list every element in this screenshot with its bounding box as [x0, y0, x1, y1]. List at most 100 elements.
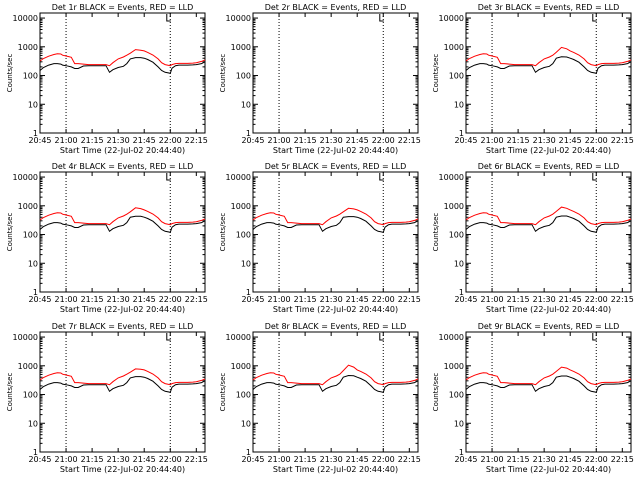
x-tick-label: 22:00 — [372, 295, 395, 304]
x-tick-label: 22:15 — [611, 295, 634, 304]
plot-frame — [465, 171, 632, 293]
y-tick-label: 10 — [241, 100, 251, 109]
plot-frame — [252, 331, 419, 453]
series-lld-line — [252, 207, 419, 226]
x-tick-label: 22:00 — [372, 136, 395, 145]
y-tick-label: 1 — [246, 288, 251, 297]
y-tick-label: 10 — [241, 259, 251, 268]
y-tick-label: 1000 — [18, 202, 38, 211]
x-tick-label: 21:00 — [481, 295, 504, 304]
panel-title: Det 4r BLACK = Events, RED = LLD — [52, 162, 194, 171]
x-tick-label: 20:45 — [28, 136, 51, 145]
y-tick-label: 100 — [23, 391, 38, 400]
y-tick-label: 1000 — [231, 202, 251, 211]
series-events-line — [252, 374, 419, 393]
detector-panel-7: Det 7r BLACK = Events, RED = LLD 20:45 21:… — [6, 322, 208, 474]
x-tick-label: 21:30 — [320, 136, 343, 145]
x-tick-label: 22:00 — [585, 136, 608, 145]
series-events-line — [465, 56, 632, 74]
y-tick-label: 1 — [33, 448, 38, 457]
y-tick-label: 1000 — [444, 202, 464, 211]
x-axis-label: Start Time (22-Jul-02 20:44:40) — [60, 146, 185, 155]
panel-title: Det 8r BLACK = Events, RED = LLD — [265, 322, 407, 331]
panel-title: Det 2r BLACK = Events, RED = LLD — [265, 3, 407, 12]
y-tick-label: 10000 — [13, 333, 38, 342]
x-axis-label: Start Time (22-Jul-02 20:44:40) — [486, 305, 611, 314]
panel-title: Det 9r BLACK = Events, RED = LLD — [478, 322, 620, 331]
y-tick-label: 1 — [246, 448, 251, 457]
y-tick-label: 100 — [236, 391, 251, 400]
y-tick-label: 10000 — [226, 173, 251, 182]
y-tick-label: 10000 — [439, 333, 464, 342]
top-marker — [592, 333, 597, 341]
x-tick-label: 21:15 — [81, 295, 104, 304]
y-tick-label: 100 — [23, 231, 38, 240]
series-lld-line — [465, 366, 632, 386]
series-events-line — [465, 375, 632, 393]
y-axis-label: Counts/sec — [219, 373, 227, 412]
y-tick-label: 100 — [449, 72, 464, 81]
detector-panel-6: Det 6r BLACK = Events, RED = LLD 20:45 21:… — [432, 162, 634, 314]
x-tick-label: 22:00 — [372, 455, 395, 464]
y-tick-label: 1 — [459, 448, 464, 457]
x-tick-label: 21:45 — [346, 455, 369, 464]
series-lld-line — [39, 368, 206, 386]
series-events-line — [39, 57, 206, 74]
panel-title: Det 5r BLACK = Events, RED = LLD — [265, 162, 407, 171]
series-lld-line — [465, 206, 632, 226]
y-axis-label: Counts/sec — [219, 213, 227, 252]
y-tick-label: 100 — [449, 391, 464, 400]
x-tick-label: 21:45 — [346, 136, 369, 145]
x-tick-label: 21:00 — [268, 295, 291, 304]
plot-frame — [39, 12, 206, 134]
series-lld-line — [252, 364, 419, 386]
x-tick-label: 21:45 — [559, 136, 582, 145]
x-tick-label: 22:15 — [398, 295, 421, 304]
x-tick-label: 20:45 — [454, 136, 477, 145]
top-marker — [379, 14, 384, 22]
y-tick-label: 1000 — [231, 362, 251, 371]
y-tick-label: 10 — [28, 259, 38, 268]
x-axis-label: Start Time (22-Jul-02 20:44:40) — [486, 146, 611, 155]
y-tick-label: 1000 — [444, 43, 464, 52]
x-tick-label: 20:45 — [241, 295, 264, 304]
x-tick-label: 21:30 — [107, 455, 130, 464]
y-tick-label: 1000 — [231, 43, 251, 52]
x-tick-label: 22:15 — [398, 455, 421, 464]
x-tick-label: 21:15 — [507, 136, 530, 145]
y-tick-label: 1 — [33, 288, 38, 297]
x-tick-label: 21:00 — [55, 455, 78, 464]
y-axis-label: Counts/sec — [6, 213, 14, 252]
detector-panel-1: Det 1r BLACK = Events, RED = LLD 20:45 21:… — [6, 3, 208, 155]
x-tick-label: 21:15 — [294, 136, 317, 145]
top-marker — [166, 333, 171, 341]
detector-panel-8: Det 8r BLACK = Events, RED = LLD 20:45 21:… — [219, 322, 421, 474]
x-tick-label: 22:15 — [611, 455, 634, 464]
y-tick-label: 10000 — [226, 14, 251, 23]
series-lld-line — [39, 49, 206, 67]
series-events-line — [39, 376, 206, 393]
plot-frame — [39, 331, 206, 453]
x-tick-label: 21:00 — [55, 295, 78, 304]
x-tick-label: 21:45 — [133, 295, 156, 304]
y-tick-label: 10000 — [226, 333, 251, 342]
y-tick-label: 1000 — [444, 362, 464, 371]
y-tick-label: 10 — [28, 100, 38, 109]
x-tick-label: 22:15 — [185, 295, 208, 304]
x-tick-label: 21:45 — [346, 295, 369, 304]
y-axis-label: Counts/sec — [432, 213, 440, 252]
x-tick-label: 22:00 — [585, 295, 608, 304]
x-tick-label: 22:15 — [611, 136, 634, 145]
x-tick-label: 21:45 — [133, 136, 156, 145]
y-tick-label: 10000 — [439, 173, 464, 182]
y-tick-label: 100 — [449, 231, 464, 240]
series-events-line — [39, 215, 206, 233]
x-tick-label: 20:45 — [28, 295, 51, 304]
detector-panel-2: Det 2r BLACK = Events, RED = LLD 20:45 21:… — [219, 3, 421, 155]
x-tick-label: 21:00 — [268, 136, 291, 145]
y-tick-label: 1000 — [18, 43, 38, 52]
x-tick-label: 21:30 — [533, 455, 556, 464]
x-tick-label: 22:15 — [398, 136, 421, 145]
y-axis-label: Counts/sec — [219, 54, 227, 93]
